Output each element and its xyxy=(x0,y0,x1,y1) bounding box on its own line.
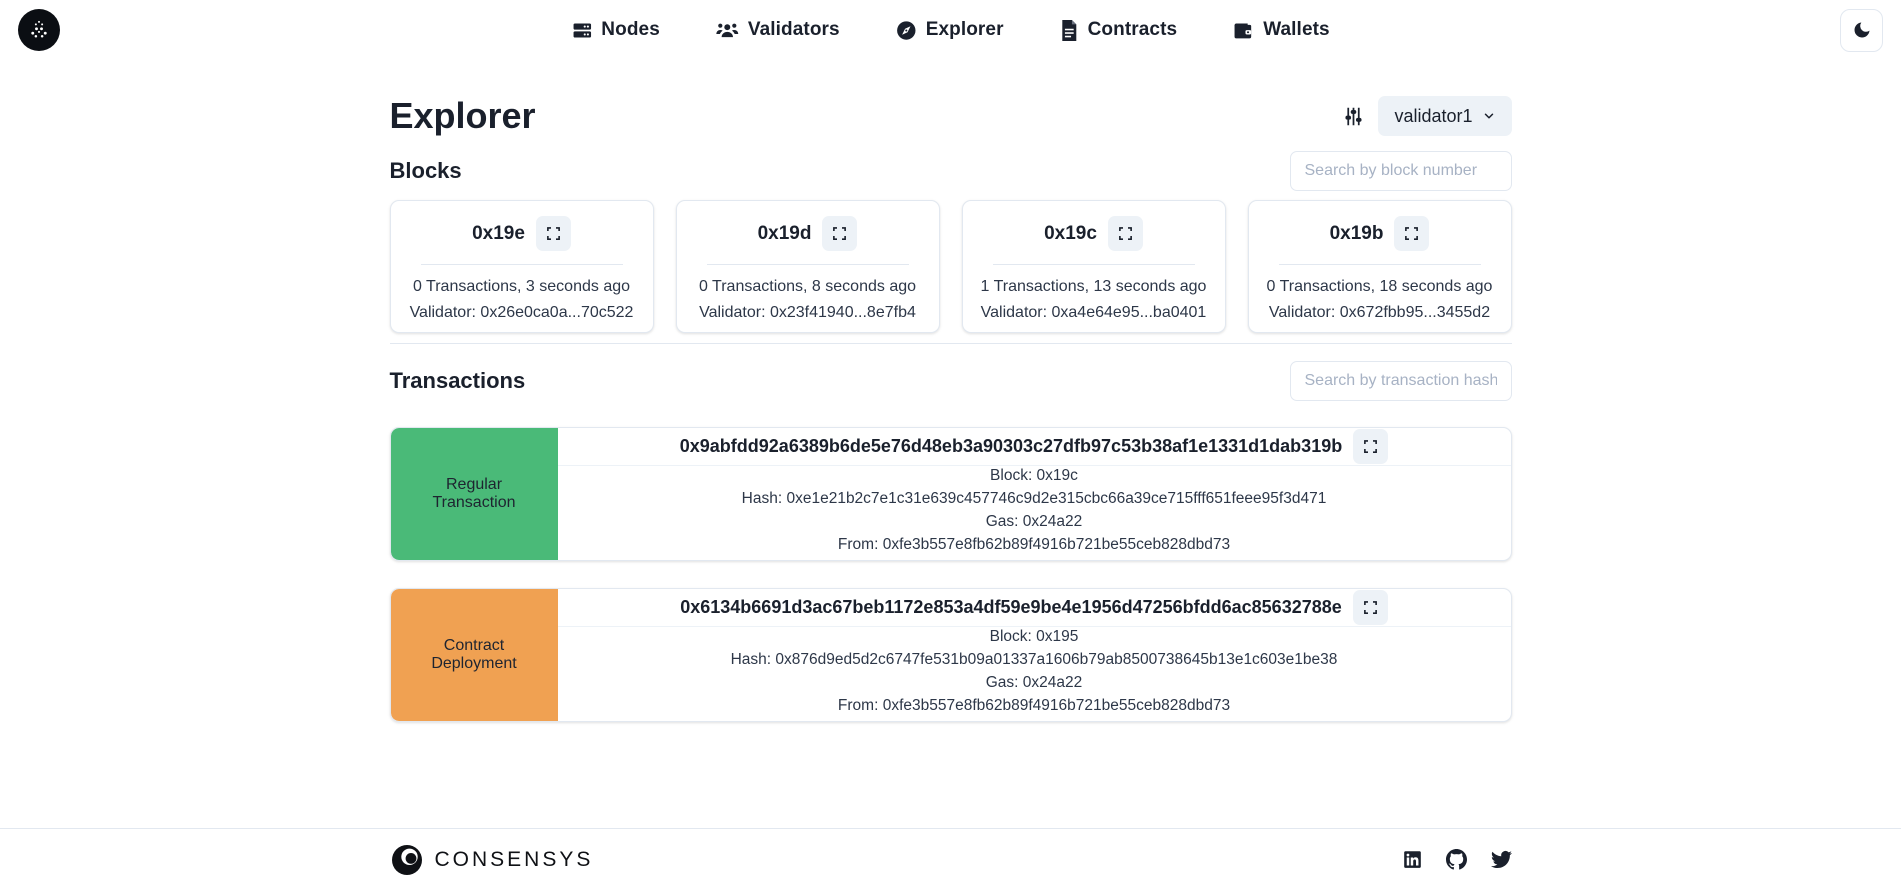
expand-icon xyxy=(1118,227,1132,240)
block-validator: Validator: 0xa4e64e95...ba0401 xyxy=(980,304,1207,321)
top-nav-bar: Nodes Validators Explorer xyxy=(0,0,1901,60)
transaction-divider xyxy=(557,626,1511,627)
app-logo[interactable] xyxy=(18,9,60,51)
transaction-hash-title: 0x6134b6691d3ac67beb1172e853a4df59e9be4e… xyxy=(680,597,1342,617)
block-summary: 0 Transactions, 3 seconds ago xyxy=(412,278,631,295)
validator-dropdown-label: validator1 xyxy=(1394,105,1473,126)
transaction-expand-button[interactable] xyxy=(1353,429,1389,464)
block-number: 0x19e xyxy=(472,222,525,244)
transactions-section: Transactions Regular Transaction 0x9abfd… xyxy=(389,361,1512,722)
block-card: 0x19b 0 Transactions, 18 seconds ago Val… xyxy=(1247,200,1512,333)
chevron-down-icon xyxy=(1484,113,1493,119)
block-number: 0x19d xyxy=(757,222,812,244)
expand-icon xyxy=(546,227,560,240)
transaction-block: Block: 0x195 xyxy=(989,628,1079,645)
block-card-list: 0x19e 0 Transactions, 3 seconds ago Vali… xyxy=(389,200,1512,333)
sliders-icon[interactable] xyxy=(1343,106,1364,127)
nav-label-contracts: Contracts xyxy=(1087,19,1178,40)
transaction-type-label: Regular Transaction xyxy=(432,476,516,511)
validator-dropdown-button[interactable]: validator1 xyxy=(1378,96,1512,136)
expand-icon xyxy=(1405,227,1419,240)
expand-icon xyxy=(833,227,847,240)
transaction-card: Regular Transaction 0x9abfdd92a6389b6de5… xyxy=(389,427,1512,561)
dark-mode-toggle[interactable] xyxy=(1840,8,1883,52)
quorum-dots-icon xyxy=(31,20,47,38)
transaction-gas: Gas: 0x24a22 xyxy=(985,513,1083,530)
block-summary: 0 Transactions, 18 seconds ago xyxy=(1266,278,1493,295)
transaction-block: Block: 0x19c xyxy=(990,467,1078,484)
nav-item-wallets[interactable]: Wallets xyxy=(1233,19,1330,41)
social-links xyxy=(1403,849,1512,870)
nav-label-explorer: Explorer xyxy=(925,19,1004,40)
block-validator: Validator: 0x672fbb95...3455d2 xyxy=(1268,304,1491,321)
contract-icon xyxy=(1062,19,1077,41)
github-icon[interactable] xyxy=(1445,849,1467,870)
block-card: 0x19c 1 Transactions, 13 seconds ago Val… xyxy=(961,200,1226,333)
block-number: 0x19b xyxy=(1329,222,1384,244)
wallet-icon xyxy=(1234,23,1252,38)
block-expand-button[interactable] xyxy=(1107,216,1143,251)
block-summary: 1 Transactions, 13 seconds ago xyxy=(980,278,1207,295)
block-expand-button[interactable] xyxy=(822,216,858,251)
transaction-type-badge: Contract Deployment xyxy=(390,589,558,721)
consensys-brand: CONSENSYS xyxy=(390,843,594,877)
main-nav: Nodes Validators Explorer xyxy=(571,0,1330,60)
transaction-search-input[interactable] xyxy=(1289,361,1512,401)
block-card: 0x19d 0 Transactions, 8 seconds ago Vali… xyxy=(675,200,940,333)
explorer-page: Explorer validator1 Blocks 0x19e xyxy=(389,95,1512,722)
transaction-hash: Hash: 0x876d9ed5d2c6747fe531b09a01337a16… xyxy=(730,651,1338,668)
block-number: 0x19c xyxy=(1044,222,1097,244)
block-validator: Validator: 0x23f41940...8e7fb4 xyxy=(699,304,916,321)
block-expand-button[interactable] xyxy=(1394,216,1430,251)
block-expand-button[interactable] xyxy=(535,216,571,251)
page-title: Explorer xyxy=(389,95,536,136)
validator-selector: validator1 xyxy=(1343,96,1512,136)
transaction-from: From: 0xfe3b557e8fb62b89f4916b721be55ceb… xyxy=(837,697,1231,714)
nav-item-validators[interactable]: Validators xyxy=(716,19,840,41)
linkedin-icon[interactable] xyxy=(1403,850,1422,869)
expand-icon xyxy=(1363,601,1377,614)
nav-label-nodes: Nodes xyxy=(601,19,660,40)
block-card: 0x19e 0 Transactions, 3 seconds ago Vali… xyxy=(389,200,654,333)
server-icon xyxy=(573,23,591,37)
nav-item-nodes[interactable]: Nodes xyxy=(571,19,660,41)
transaction-type-label: Contract Deployment xyxy=(431,637,517,672)
block-validator: Validator: 0x26e0ca0a...70c522 xyxy=(409,304,634,321)
transactions-heading: Transactions xyxy=(389,368,526,393)
moon-icon xyxy=(1854,22,1869,38)
blocks-section: Blocks 0x19e 0 Transactions, 3 seconds a… xyxy=(389,151,1512,333)
compass-icon xyxy=(897,20,916,40)
transaction-type-badge: Regular Transaction xyxy=(390,428,558,560)
nav-label-wallets: Wallets xyxy=(1263,19,1330,40)
section-divider xyxy=(389,343,1512,344)
expand-icon xyxy=(1364,440,1378,453)
nav-item-contracts[interactable]: Contracts xyxy=(1060,19,1178,41)
consensys-wordmark: CONSENSYS xyxy=(434,847,594,871)
consensys-logo-icon xyxy=(391,844,422,875)
transaction-divider xyxy=(557,465,1511,466)
nav-label-validators: Validators xyxy=(747,19,840,40)
twitter-icon[interactable] xyxy=(1490,849,1512,870)
transaction-hash: Hash: 0xe1e21b2c7e1c31e639c457746c9d2e31… xyxy=(741,490,1327,507)
transaction-expand-button[interactable] xyxy=(1352,590,1388,625)
block-summary: 0 Transactions, 8 seconds ago xyxy=(698,278,917,295)
footer: CONSENSYS xyxy=(0,828,1901,889)
blocks-heading: Blocks xyxy=(389,158,462,183)
nav-item-explorer[interactable]: Explorer xyxy=(896,19,1004,41)
block-search-input[interactable] xyxy=(1289,151,1512,191)
transaction-hash-title: 0x9abfdd92a6389b6de5e76d48eb3a90303c27df… xyxy=(679,436,1343,456)
transaction-card: Contract Deployment 0x6134b6691d3ac67beb… xyxy=(389,588,1512,722)
transaction-gas: Gas: 0x24a22 xyxy=(985,674,1083,691)
transaction-from: From: 0xfe3b557e8fb62b89f4916b721be55ceb… xyxy=(837,536,1231,553)
users-icon xyxy=(716,23,739,37)
